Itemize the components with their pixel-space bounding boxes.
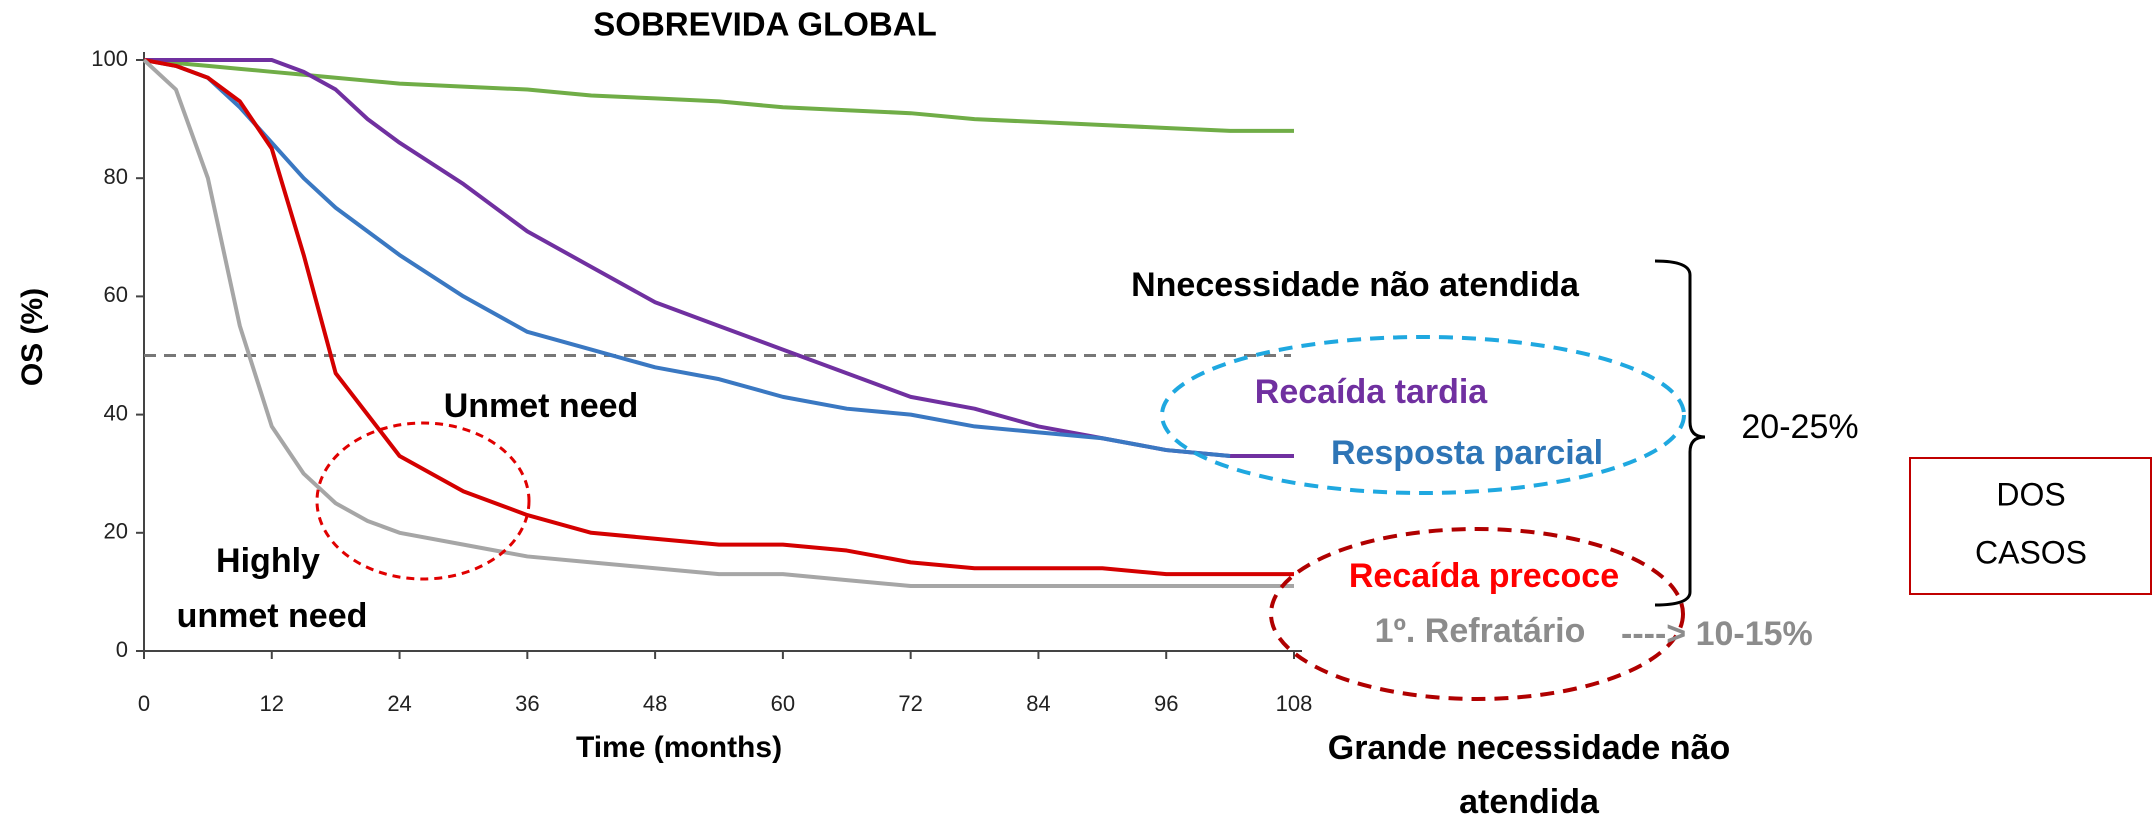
y-tick-label: 0 xyxy=(116,637,128,662)
annotation: CASOS xyxy=(1975,534,2087,570)
annotation: Highly xyxy=(216,542,320,580)
highlight-ellipse xyxy=(1160,335,1686,495)
annotation: atendida xyxy=(1459,783,1600,821)
x-tick-label: 24 xyxy=(387,691,411,716)
series-line xyxy=(143,58,1294,133)
y-tick-label: 80 xyxy=(104,164,128,189)
highlight-ellipse xyxy=(1269,527,1685,701)
annotation: ----> 10-15% xyxy=(1621,615,1813,653)
x-tick-label: 96 xyxy=(1154,691,1178,716)
series-label: 1º. Refratário xyxy=(1375,612,1586,650)
annotation: Grande necessidade não xyxy=(1328,729,1731,767)
x-tick-label: 12 xyxy=(260,691,284,716)
series-label: Recaída tardia xyxy=(1255,373,1489,411)
highlight-ellipse xyxy=(315,421,531,581)
annotation: Nnecessidade não atendida xyxy=(1131,266,1580,304)
x-tick-label: 84 xyxy=(1026,691,1050,716)
y-tick-label: 60 xyxy=(104,282,128,307)
y-tick-label: 100 xyxy=(91,46,128,71)
series-label: Recaída precoce xyxy=(1349,557,1619,595)
chart-title: SOBREVIDA GLOBAL xyxy=(593,6,936,43)
bracket xyxy=(1654,259,1706,607)
x-tick-label: 36 xyxy=(515,691,539,716)
annotation: Unmet need xyxy=(444,387,639,425)
series-line xyxy=(143,58,1231,458)
series-line xyxy=(142,58,1294,588)
x-tick-label: 48 xyxy=(643,691,667,716)
series-line xyxy=(144,58,1294,458)
plot: 0 20 40 60 80 100 0 12 24 36 48 60 72 84 96 108 xyxy=(91,46,1312,716)
annotation: 20-25% xyxy=(1741,408,1858,446)
x-tick-label: 72 xyxy=(898,691,922,716)
x-tick-label: 60 xyxy=(771,691,795,716)
x-tick-label: 108 xyxy=(1276,691,1313,716)
annotation: DOS xyxy=(1996,476,2065,512)
x-axis-label: Time (months) xyxy=(576,731,782,764)
annotation: unmet need xyxy=(177,597,368,635)
y-tick-label: 40 xyxy=(104,400,128,425)
series-label: Resposta parcial xyxy=(1331,434,1603,472)
cases-box xyxy=(1909,457,2152,595)
x-tick-label: 0 xyxy=(138,691,150,716)
y-axis-label: OS (%) xyxy=(16,288,49,386)
y-tick-label: 20 xyxy=(104,519,128,544)
series-line xyxy=(143,58,1294,577)
